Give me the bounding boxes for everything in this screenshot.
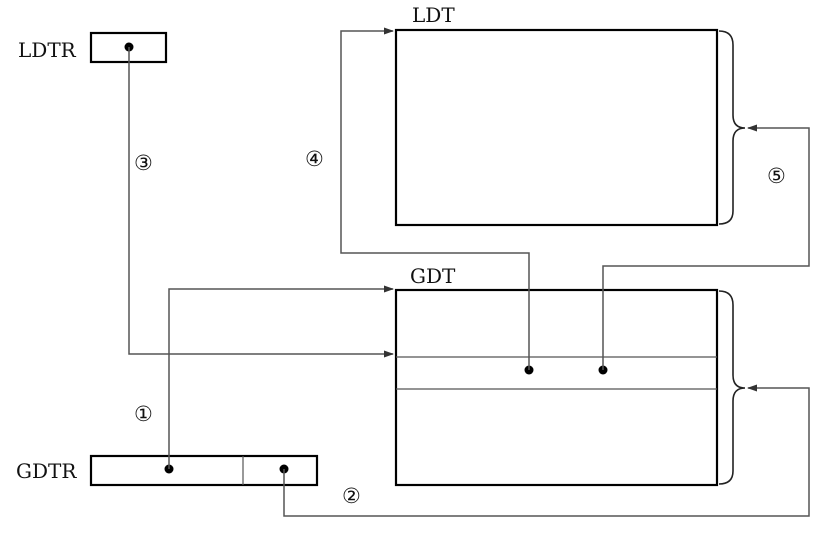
gdtr-label: GDTR bbox=[16, 459, 77, 483]
step-3-marker: ③ bbox=[134, 151, 153, 175]
step-2-marker: ② bbox=[342, 484, 361, 508]
step-5-marker: ⑤ bbox=[767, 164, 786, 188]
arrow-gdt-to-ldt-limit bbox=[602, 124, 810, 370]
ldtr-label: LDTR bbox=[18, 38, 77, 62]
gdt-label: GDT bbox=[410, 264, 456, 288]
arrow-gdt-to-ldt-base bbox=[340, 27, 530, 370]
gdt-table bbox=[394, 288, 719, 487]
arrow-gdtr-to-gdt-limit bbox=[283, 384, 810, 517]
arrow-ldtr-to-gdt-entry bbox=[128, 47, 394, 358]
step-4-marker: ④ bbox=[305, 147, 324, 171]
ldt-brace bbox=[718, 30, 746, 225]
ldt-table bbox=[394, 28, 719, 227]
gdt-brace bbox=[718, 290, 746, 485]
arrow-gdtr-to-gdt-base bbox=[168, 285, 394, 469]
gdtr-register bbox=[89, 454, 319, 487]
ldt-label: LDT bbox=[412, 3, 455, 27]
step-1-marker: ① bbox=[134, 402, 153, 426]
